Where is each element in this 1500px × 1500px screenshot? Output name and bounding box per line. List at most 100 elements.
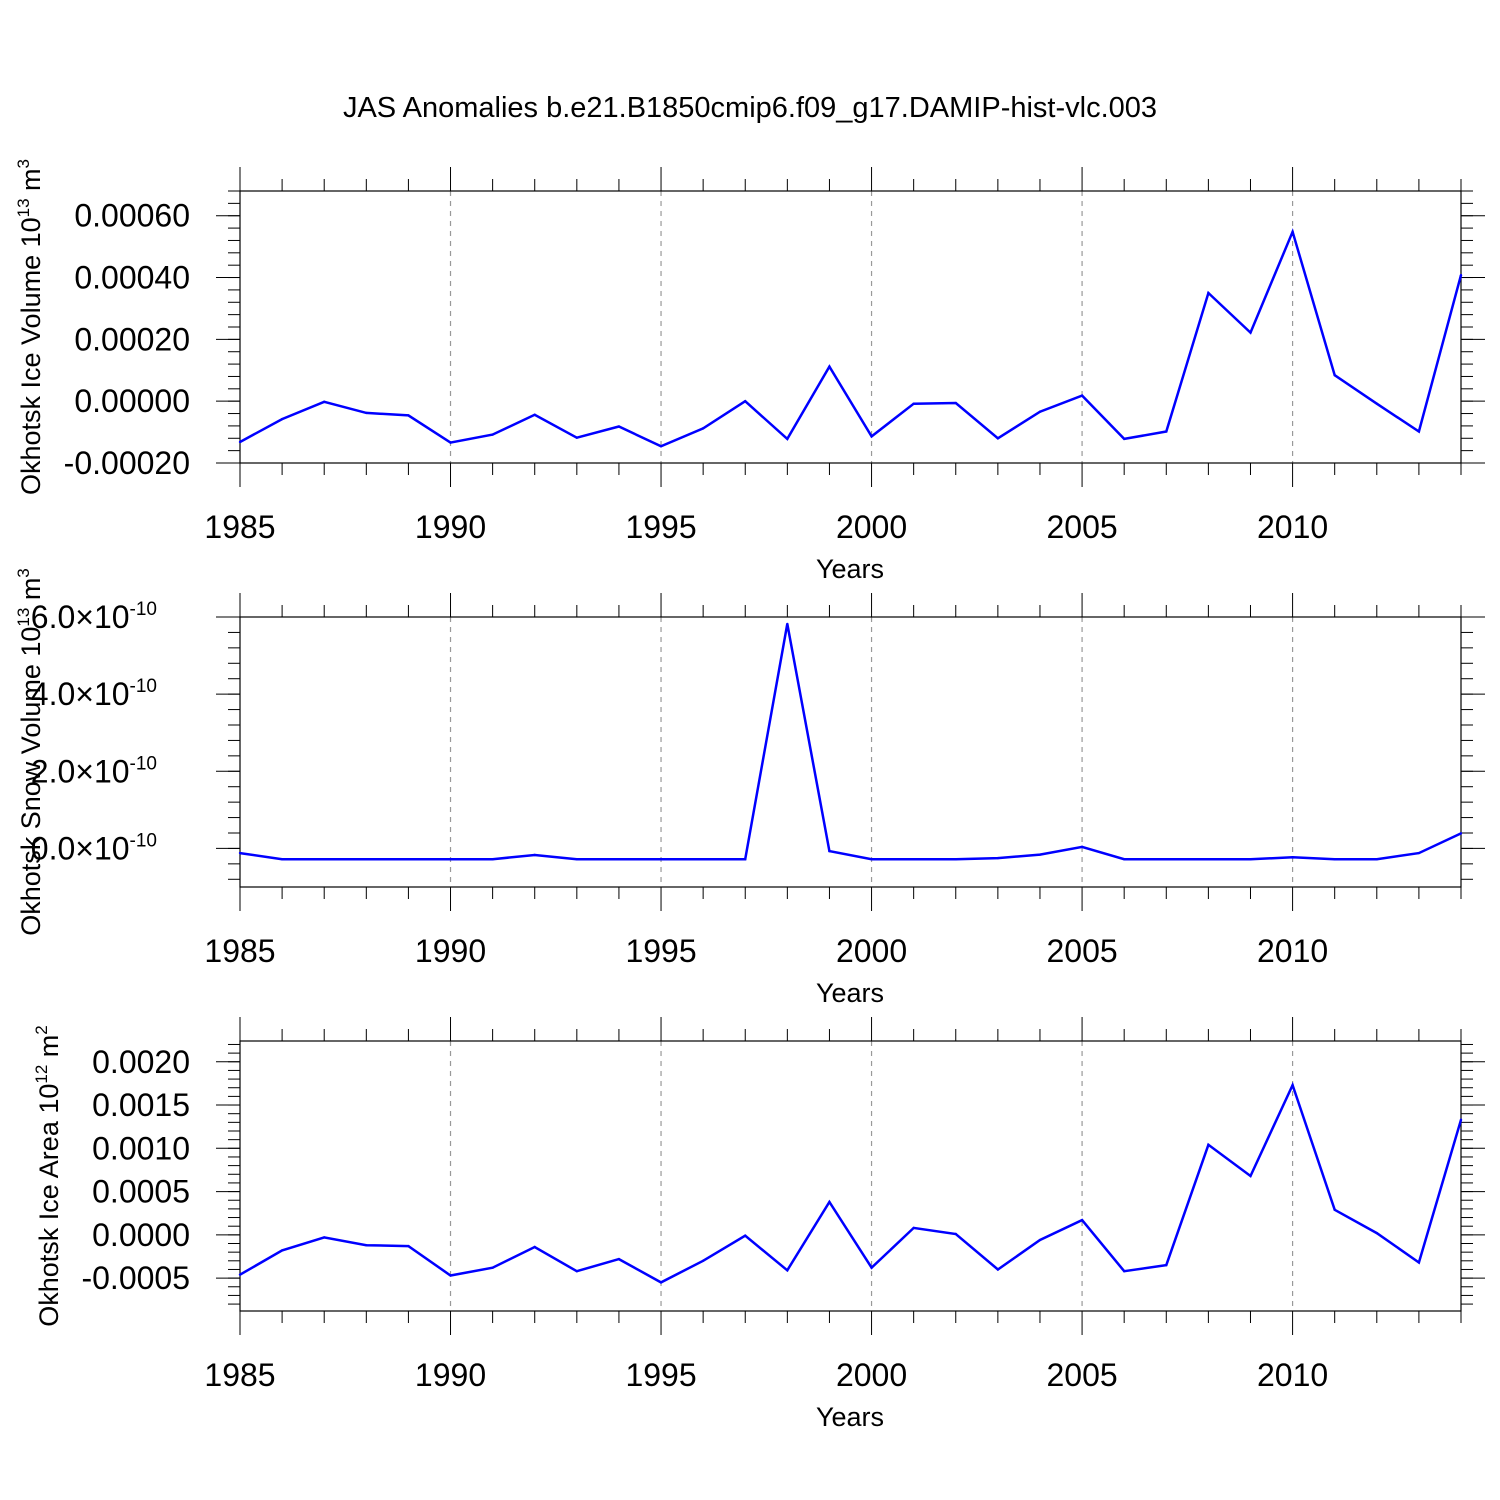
data-point xyxy=(1038,853,1042,856)
y-tick-label: -0.00020 xyxy=(64,445,190,481)
y-tick-mantissa: 2.0 xyxy=(31,753,75,789)
y-axis-label-exponent: 13 xyxy=(14,608,33,627)
data-point xyxy=(828,849,831,853)
x-tick-label: 2000 xyxy=(836,509,907,545)
y-axis-label-text: Okhotsk Snow Volume 10 xyxy=(16,627,46,936)
data-point xyxy=(1375,402,1378,405)
data-point xyxy=(659,1281,663,1284)
data-point xyxy=(1249,331,1252,334)
snow-volume-panel: 0.0×10-102.0×10-104.0×10-106.0×10-101985… xyxy=(14,568,1485,1008)
x-tick-label: 1995 xyxy=(625,1357,696,1393)
y-tick-mantissa: 0.0 xyxy=(31,830,75,866)
data-point xyxy=(491,1266,494,1269)
data-point xyxy=(954,401,957,405)
x-tick-label: 2000 xyxy=(836,933,907,969)
x-tick-label: 2005 xyxy=(1046,933,1117,969)
data-point xyxy=(449,858,452,861)
y-axis-label-unit: m xyxy=(34,1035,64,1065)
data-point xyxy=(617,858,621,861)
data-point xyxy=(1122,1269,1126,1273)
data-point xyxy=(701,858,705,861)
data-point xyxy=(912,858,915,861)
data-point xyxy=(407,414,410,417)
series-line xyxy=(239,228,1463,448)
data-point xyxy=(912,1226,915,1230)
data-point xyxy=(659,445,663,448)
y-tick-exponent: -10 xyxy=(130,599,157,620)
data-point xyxy=(1080,394,1084,397)
y-axis-label: Okhotsk Snow Volume 1013 m3 xyxy=(14,568,46,936)
y-axis-label-text: Okhotsk Ice Volume 10 xyxy=(16,217,46,495)
y-tick-label: 0.00060 xyxy=(74,198,190,234)
plot-frame xyxy=(239,616,1462,888)
data-point xyxy=(449,1274,452,1277)
data-point xyxy=(1080,845,1084,849)
data-point xyxy=(1165,858,1168,861)
data-point xyxy=(701,1259,705,1263)
y-tick-label: -0.0005 xyxy=(81,1260,190,1296)
y-axis-label-unit: m xyxy=(16,168,46,198)
data-point xyxy=(744,858,747,861)
data-point xyxy=(280,858,284,861)
data-point xyxy=(1375,1231,1378,1235)
data-point xyxy=(996,1268,1000,1271)
data-point xyxy=(1122,858,1126,861)
data-point xyxy=(954,858,957,861)
data-point xyxy=(533,413,536,416)
x-tick-label: 1985 xyxy=(204,1357,275,1393)
data-point xyxy=(1333,1208,1336,1211)
x-tick-label: 2000 xyxy=(836,1357,907,1393)
y-tick-times: ×10 xyxy=(75,676,129,712)
x-tick-label: 2010 xyxy=(1257,1357,1328,1393)
data-point xyxy=(1207,858,1210,861)
y-tick-label: 0.0005 xyxy=(92,1174,190,1210)
y-tick-times: ×10 xyxy=(75,830,129,866)
data-point xyxy=(533,1245,536,1249)
y-tick-label: 0.00040 xyxy=(74,260,190,296)
y-axis-label-unit-exponent: 3 xyxy=(14,159,33,168)
data-point xyxy=(701,427,705,430)
y-tick-exponent: -10 xyxy=(130,830,157,851)
y-tick-times: ×10 xyxy=(75,599,129,635)
data-point xyxy=(575,1269,579,1273)
data-point xyxy=(407,1244,410,1248)
x-tick-label: 1995 xyxy=(625,509,696,545)
data-point xyxy=(659,858,663,861)
y-axis-label: Okhotsk Ice Area 1012 m2 xyxy=(32,1025,64,1327)
data-point xyxy=(617,1257,621,1261)
y-axis-label-unit-exponent: 2 xyxy=(32,1025,51,1034)
data-point xyxy=(744,1234,747,1237)
data-point xyxy=(575,436,579,439)
y-tick-label: 0.0×10-10 xyxy=(31,830,157,866)
x-tick-label: 1990 xyxy=(415,933,486,969)
data-point xyxy=(449,441,452,444)
y-tick-label: 0.0010 xyxy=(92,1130,190,1166)
data-point xyxy=(491,858,494,861)
data-point xyxy=(407,858,410,861)
data-point xyxy=(1249,1174,1252,1178)
data-point xyxy=(323,400,326,403)
data-point xyxy=(870,435,873,438)
data-point xyxy=(786,622,789,626)
data-point xyxy=(870,1266,873,1269)
ice-volume-panel: -0.00020 0.00000 0.00020 0.00040 0.00060 1985… xyxy=(14,159,1485,584)
data-point xyxy=(365,858,368,861)
y-tick-exponent: -10 xyxy=(130,676,157,697)
y-axis-label-text: Okhotsk Ice Area 10 xyxy=(34,1084,64,1327)
data-point xyxy=(1459,273,1463,277)
data-point xyxy=(1080,1218,1084,1222)
data-point xyxy=(828,365,831,368)
data-point xyxy=(323,858,326,861)
ice-area-panel: -0.0005 0.0000 0.0005 0.0010 0.0015 0.0020 198… xyxy=(32,1017,1485,1432)
y-tick-label: 4.0×10-10 xyxy=(31,676,157,712)
data-point xyxy=(1333,374,1336,377)
x-axis-label: Years xyxy=(816,1402,884,1432)
y-tick-label: 2.0×10-10 xyxy=(31,753,157,789)
data-point xyxy=(1417,1261,1421,1264)
y-axis-label-exponent: 13 xyxy=(14,198,33,217)
x-tick-label: 1985 xyxy=(204,509,275,545)
x-tick-label: 1985 xyxy=(204,933,275,969)
data-point xyxy=(533,853,536,857)
data-point xyxy=(1333,858,1336,861)
